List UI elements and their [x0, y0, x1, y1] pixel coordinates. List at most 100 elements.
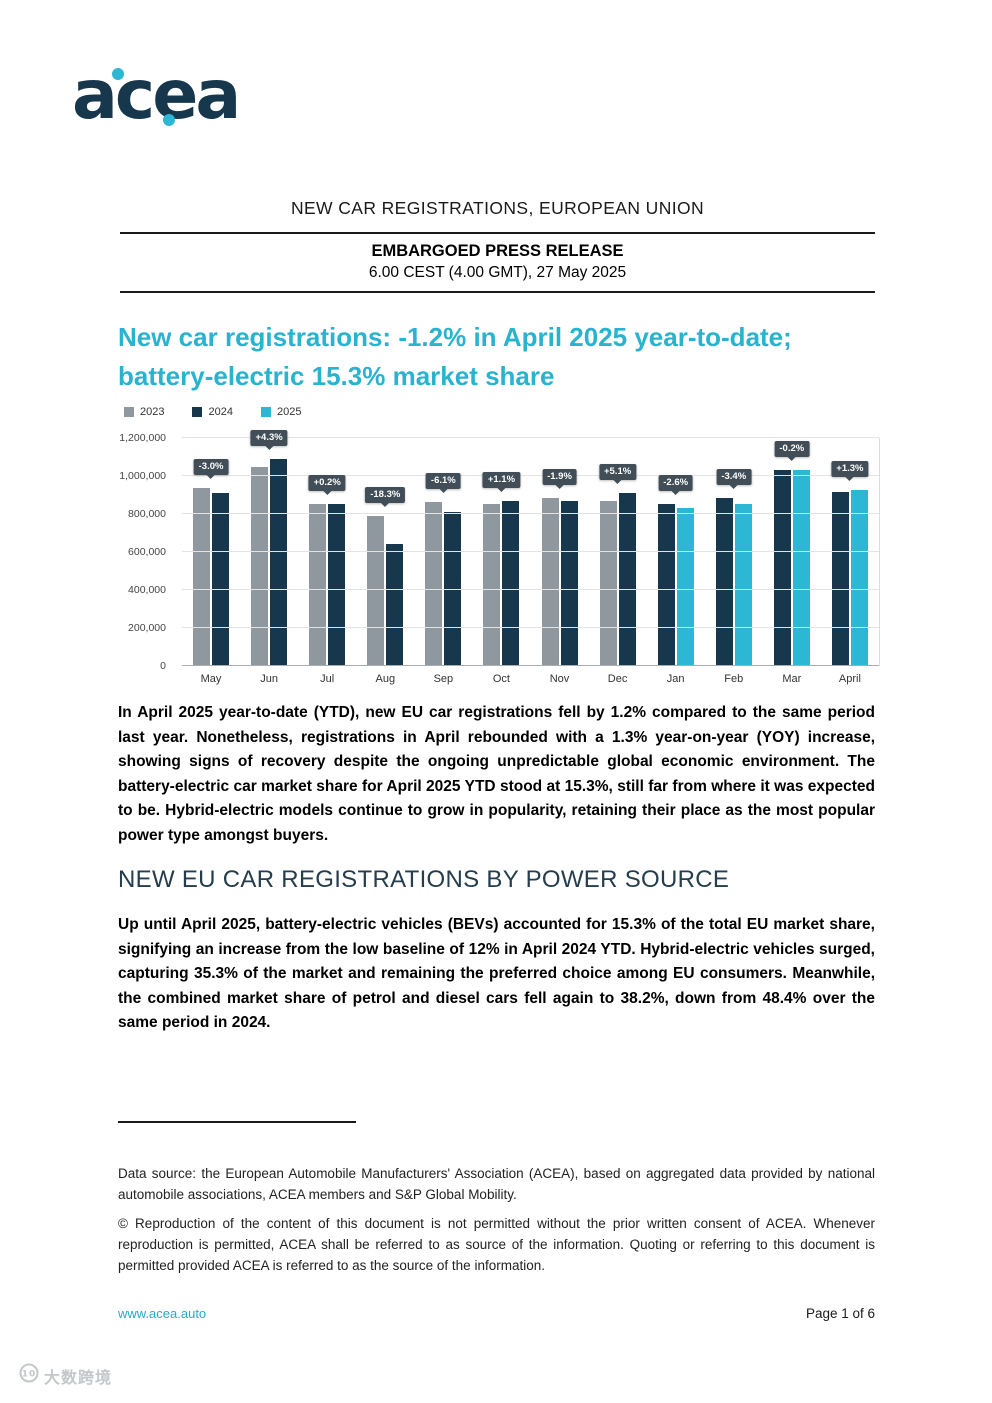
legend-item-2024: 2024	[192, 406, 233, 418]
legend-label: 2024	[208, 406, 233, 418]
chart-bar-groups: -3.0% May +4.3% Jun +0.2% Jul -18.3% Aug -6.1% Se…	[182, 430, 879, 685]
yoy-change-label: -3.0%	[193, 459, 229, 475]
legend-swatch	[260, 407, 271, 417]
x-axis-label: April	[838, 673, 861, 685]
gridline	[182, 437, 879, 438]
yoy-change-label: +1.3%	[831, 461, 869, 477]
bar-2023-dec	[599, 501, 617, 666]
yoy-change-label: +0.2%	[308, 475, 346, 491]
bar-group-may: -3.0% May	[182, 438, 240, 685]
legend-item-2025: 2025	[260, 406, 302, 418]
legend-item-2023: 2023	[124, 406, 164, 418]
bar-2023-aug	[367, 516, 385, 666]
footnote-copyright: © Reproduction of the content of this do…	[118, 1216, 875, 1273]
yoy-change-label: +1.1%	[482, 472, 521, 488]
x-axis-label: Jan	[666, 673, 685, 685]
svg-text:10: 10	[22, 1370, 37, 1380]
y-axis-label: 1,000,000	[119, 470, 166, 482]
bar-2024-april	[831, 492, 849, 666]
yoy-change-label: -6.1%	[425, 473, 461, 489]
acea-logo-graphic: acea	[72, 56, 241, 135]
embargo-datetime: 6.00 CEST (4.00 GMT), 27 May 2025	[368, 264, 627, 281]
yoy-change-label: -1.9%	[542, 469, 577, 485]
bar-2024-jan	[657, 504, 675, 666]
page-number: Page 1 of 6	[805, 1306, 875, 1321]
x-axis-label: Sep	[433, 673, 454, 685]
bar-2023-sep	[425, 502, 443, 666]
y-axis-label: 0	[160, 660, 166, 672]
logo-teal-dot-top	[112, 68, 124, 80]
bar-group-jan: -2.6% Jan	[647, 438, 705, 685]
bar-2025-feb	[734, 504, 752, 666]
bar-2023-may	[193, 488, 211, 666]
footnote-data-source: Data source: the European Automobile Man…	[118, 1166, 875, 1202]
page-footer: www.acea.auto Page 1 of 6	[118, 1306, 875, 1321]
registrations-chart: 2023 2024 2025 0 200,000 400,000 600,000 800,0…	[118, 406, 880, 685]
x-axis-label: May	[200, 673, 222, 685]
bar-group-sep: -6.1% Sep	[414, 438, 472, 685]
bar-2023-jul	[309, 504, 327, 666]
bar-group-oct: +1.1% Oct	[472, 438, 530, 685]
yoy-change-label: -0.2%	[774, 441, 810, 457]
x-axis-label: Mar	[782, 673, 802, 685]
bar-group-jul: +0.2% Jul	[298, 438, 356, 685]
legend-label: 2025	[276, 406, 302, 418]
bar-group-dec: +5.1% Dec	[589, 438, 647, 685]
section-heading-power-source: NEW EU CAR REGISTRATIONS BY POWER SOURCE	[118, 866, 730, 893]
bar-group-nov: -1.9% Nov	[530, 438, 588, 685]
watermark: 10 大数跨境	[18, 1362, 112, 1389]
yoy-change-label: +4.3%	[250, 430, 288, 446]
x-axis-label: Nov	[549, 673, 570, 685]
footnote-divider	[118, 1121, 356, 1123]
bar-2025-mar	[792, 470, 810, 666]
bar-2023-oct	[483, 504, 501, 666]
intro-paragraph: In April 2025 year-to-date (YTD), new EU…	[118, 704, 875, 844]
legend-swatch	[192, 407, 203, 417]
bar-2024-jul	[328, 504, 346, 666]
chart-legend: 2023 2024 2025	[124, 406, 880, 418]
watermark-text: 大数跨境	[44, 1369, 113, 1387]
y-axis-label: 800,000	[128, 508, 166, 520]
y-axis-label: 200,000	[128, 622, 166, 634]
website-link[interactable]: www.acea.auto	[118, 1306, 207, 1321]
yoy-change-label: -18.3%	[365, 487, 406, 503]
bar-2024-jun	[270, 459, 288, 666]
legend-swatch	[124, 407, 134, 417]
watermark-logo-icon: 10	[18, 1362, 40, 1389]
gridline	[182, 589, 879, 590]
bar-2024-may	[212, 493, 230, 666]
logo-teal-dot-bottom	[163, 114, 175, 126]
bar-2025-jan	[676, 508, 694, 666]
bar-2024-feb	[715, 498, 733, 666]
gridline	[182, 627, 879, 628]
document-title: NEW CAR REGISTRATIONS, EUROPEAN UNION	[290, 198, 705, 218]
bar-2023-jun	[251, 467, 269, 666]
embargo-box: EMBARGOED PRESS RELEASE 6.00 CEST (4.00 …	[120, 232, 875, 293]
yoy-change-label: -2.6%	[658, 475, 694, 491]
acea-logo-text: acea	[72, 56, 238, 135]
bar-2024-nov	[560, 501, 578, 666]
acea-logo: acea	[72, 56, 257, 136]
bar-group-jun: +4.3% Jun	[240, 430, 298, 685]
bar-2024-mar	[773, 470, 791, 666]
bar-2024-oct	[502, 501, 520, 666]
power-source-paragraph: Up until April 2025, battery-electric ve…	[118, 916, 875, 1031]
gridline	[182, 665, 879, 666]
bar-2024-dec	[618, 493, 636, 666]
y-axis-label: 400,000	[128, 584, 166, 596]
y-axis-label: 1,200,000	[119, 432, 166, 444]
x-axis-label: Oct	[492, 673, 510, 685]
chart-y-axis: 0 200,000 400,000 600,000 800,000 1,000,000 1,…	[118, 432, 174, 672]
bar-2024-aug	[386, 544, 404, 666]
gridline	[182, 475, 879, 476]
x-axis-label: Jul	[320, 673, 335, 685]
x-axis-label: Jun	[260, 673, 278, 685]
x-axis-label: Aug	[375, 673, 396, 685]
y-axis-label: 600,000	[128, 546, 166, 558]
bar-2023-nov	[541, 498, 559, 666]
bar-2025-april	[850, 490, 868, 666]
bar-group-april: +1.3% April	[821, 438, 879, 685]
chart-plot-area: 0 200,000 400,000 600,000 800,000 1,000,000 1,…	[119, 430, 880, 685]
gridline	[182, 551, 879, 552]
